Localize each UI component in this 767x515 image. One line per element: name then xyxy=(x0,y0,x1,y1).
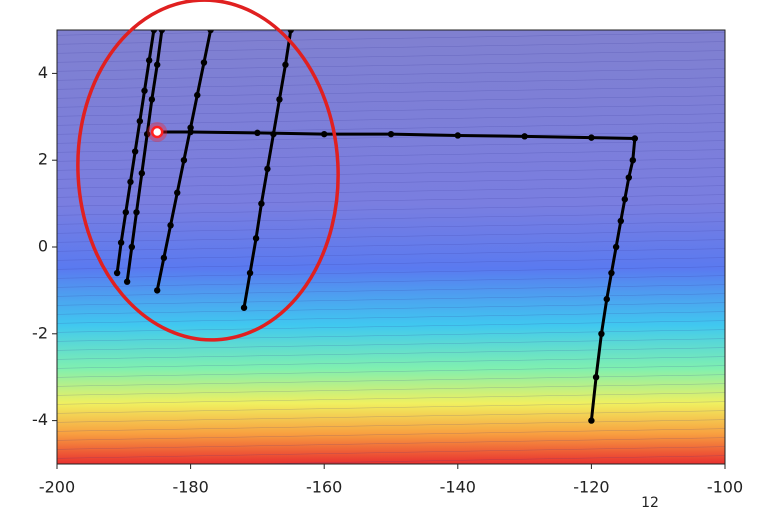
y-tick-label: 4 xyxy=(38,63,48,82)
path-point xyxy=(264,165,271,173)
path-point xyxy=(128,243,136,251)
path-point xyxy=(187,124,194,131)
annotation-ellipse xyxy=(76,0,340,342)
path-point xyxy=(160,254,168,262)
plot-area xyxy=(113,30,639,424)
path-point xyxy=(387,130,395,138)
path-point xyxy=(612,243,620,251)
path-point xyxy=(270,130,277,138)
x-tick-label: -100 xyxy=(707,478,743,497)
path-point xyxy=(141,87,148,94)
path-point xyxy=(588,134,595,141)
path-point xyxy=(154,287,161,294)
path-point xyxy=(154,61,161,68)
path-point xyxy=(621,196,628,203)
path-point xyxy=(608,269,615,277)
path-point xyxy=(592,374,600,381)
contour-lines xyxy=(57,30,725,464)
path-point xyxy=(158,30,166,34)
path-point xyxy=(629,157,637,164)
x-tick-label: -120 xyxy=(573,478,609,497)
x-tick-label: -180 xyxy=(172,478,208,497)
y-tick-label: -2 xyxy=(32,323,48,342)
path-point xyxy=(240,304,248,311)
path-point xyxy=(174,189,181,196)
path-point xyxy=(180,157,188,164)
page-number: 12 xyxy=(641,495,659,511)
path-point xyxy=(127,178,134,186)
path-point xyxy=(143,130,151,138)
path-point xyxy=(282,61,289,68)
x-tick-label: -140 xyxy=(440,478,476,497)
path-point xyxy=(454,132,461,139)
path-point xyxy=(194,91,201,99)
path-point xyxy=(122,209,130,216)
path-point xyxy=(588,417,595,424)
path-point xyxy=(631,135,639,142)
path-point xyxy=(207,30,214,34)
path-point xyxy=(521,133,528,140)
path-point xyxy=(148,96,156,103)
path-point xyxy=(321,130,328,138)
path-point xyxy=(200,59,208,66)
path-point xyxy=(145,57,153,64)
highlight-point xyxy=(150,125,164,139)
x-tick-label: -160 xyxy=(306,478,342,497)
path-point xyxy=(131,148,139,155)
path-point xyxy=(603,295,610,303)
path-point xyxy=(276,96,283,103)
path-point xyxy=(246,269,254,277)
path-point xyxy=(138,170,146,177)
path-line xyxy=(125,30,164,282)
path-point xyxy=(133,209,140,216)
path-point xyxy=(252,235,260,242)
path-point xyxy=(150,30,158,34)
path-point xyxy=(258,200,265,207)
path-point xyxy=(123,278,131,285)
path-point xyxy=(598,330,605,337)
path-point xyxy=(287,30,294,34)
path-point xyxy=(617,217,624,225)
path-point xyxy=(167,222,174,229)
x-tick-label: -200 xyxy=(39,478,75,497)
y-tick-label: 0 xyxy=(38,237,48,256)
path-point xyxy=(136,117,144,125)
path-point xyxy=(254,129,261,137)
path-point xyxy=(113,269,121,277)
path-point xyxy=(117,239,125,246)
y-tick-label: -4 xyxy=(32,410,48,429)
y-tick-label: 2 xyxy=(38,150,48,169)
path-point xyxy=(625,174,633,181)
